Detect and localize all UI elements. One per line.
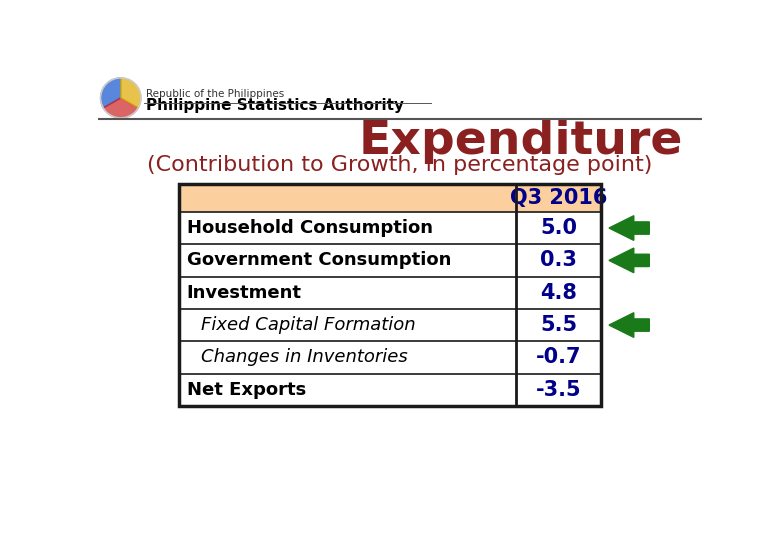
Bar [179, 212, 601, 244]
Bar [179, 184, 601, 212]
Text: Government Consumption: Government Consumption [186, 252, 451, 269]
Text: Changes in Inventories: Changes in Inventories [200, 348, 407, 367]
Text: Fixed Capital Formation: Fixed Capital Formation [200, 316, 415, 334]
Text: Household Consumption: Household Consumption [186, 219, 433, 237]
Text: -0.7: -0.7 [536, 347, 581, 367]
Bar [179, 184, 601, 406]
Polygon shape [609, 248, 649, 273]
Wedge shape [103, 98, 138, 118]
Text: Net Exports: Net Exports [186, 381, 306, 399]
Bar [179, 374, 601, 406]
Text: Investment: Investment [186, 284, 302, 302]
Text: 5.0: 5.0 [540, 218, 577, 238]
Text: 4.8: 4.8 [541, 283, 577, 303]
Text: -3.5: -3.5 [536, 380, 581, 400]
Text: Republic of the Philippines: Republic of the Philippines [146, 89, 284, 99]
Text: Q3 2016: Q3 2016 [510, 188, 608, 208]
Bar [179, 276, 601, 309]
Text: (Contribution to Growth, in percentage point): (Contribution to Growth, in percentage p… [147, 155, 652, 175]
Wedge shape [101, 78, 121, 108]
Polygon shape [609, 215, 649, 240]
Text: 0.3: 0.3 [541, 251, 577, 271]
Text: 5.5: 5.5 [540, 315, 577, 335]
Polygon shape [609, 313, 649, 338]
Bar [179, 309, 601, 341]
Bar [179, 341, 601, 374]
Bar [179, 244, 601, 276]
Wedge shape [121, 78, 141, 108]
Text: Expenditure: Expenditure [358, 119, 682, 164]
Text: Philippine Statistics Authority: Philippine Statistics Authority [146, 98, 403, 113]
